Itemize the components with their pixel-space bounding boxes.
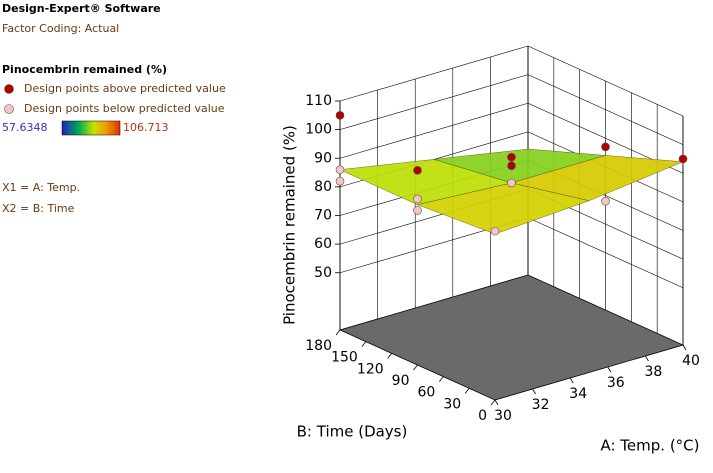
tick-mark — [464, 388, 470, 394]
tick-mark — [569, 377, 574, 384]
z-tick-label: 100 — [305, 122, 332, 138]
y-axis-title: B: Time (Days) — [297, 423, 408, 441]
x-tick-label: 38 — [644, 364, 662, 380]
design-point — [413, 206, 422, 215]
x-tick-label: 40 — [682, 353, 700, 369]
tick-mark — [645, 355, 649, 362]
x-tick-label: 34 — [569, 386, 587, 402]
x-tick-label: 36 — [607, 375, 625, 391]
design-point — [507, 152, 516, 162]
tick-mark — [607, 366, 612, 373]
tick-mark — [361, 341, 367, 347]
x-axis-title: A: Temp. (°C) — [600, 437, 699, 455]
design-point — [601, 196, 610, 206]
z-tick-label: 90 — [314, 150, 332, 166]
design-point — [335, 176, 345, 186]
design-point — [507, 178, 516, 188]
design-point — [490, 226, 500, 236]
colorbar — [61, 120, 121, 136]
design-point — [413, 194, 422, 204]
design-point — [507, 161, 516, 171]
design-point — [335, 111, 345, 120]
y-tick-label: 150 — [331, 350, 358, 366]
design-point — [413, 166, 422, 175]
tick-mark — [494, 399, 499, 406]
legend-marker — [4, 84, 14, 94]
x-tick-label: 32 — [532, 397, 550, 413]
z-tick-label: 70 — [314, 208, 332, 224]
coding: Factor Coding: Actual — [2, 22, 119, 35]
grid-line — [339, 74, 529, 130]
response: Pinocembrin remained (%) — [2, 63, 167, 76]
y-tick-label: 90 — [392, 373, 410, 389]
legend-marker — [4, 104, 14, 114]
colorbar-max: 106.713 — [123, 121, 169, 134]
z-tick-label: 110 — [305, 93, 332, 109]
tick-mark — [490, 399, 496, 406]
tick-mark — [387, 353, 392, 359]
z-tick-label: 50 — [314, 265, 332, 281]
z-axis-title: Pinocembrin remained (%) — [281, 125, 299, 325]
design-point — [335, 165, 345, 174]
tick-mark — [335, 329, 341, 336]
design-point — [678, 154, 688, 164]
design-point — [601, 142, 610, 152]
z-tick-label: 60 — [314, 236, 332, 252]
grid-line — [339, 102, 529, 159]
legend-label: Design points below predicted value — [24, 102, 225, 115]
x-tick-label: 30 — [494, 408, 512, 424]
colorbar-min: 57.6348 — [2, 121, 48, 134]
tick-mark — [682, 344, 687, 351]
tick-mark — [439, 376, 444, 382]
y-tick-label: 60 — [418, 385, 436, 401]
legend-label: Design points above predicted value — [24, 82, 226, 95]
x2: X2 = B: Time — [2, 202, 75, 215]
y-tick-label: 0 — [478, 408, 487, 424]
y-tick-label: 120 — [357, 361, 384, 377]
tick-mark — [413, 364, 418, 371]
y-tick-label: 180 — [305, 338, 332, 354]
tick-mark — [532, 388, 536, 395]
z-tick-label: 80 — [314, 179, 332, 195]
software: Design-Expert® Software — [2, 2, 161, 15]
grid-line — [339, 45, 529, 102]
y-tick-label: 30 — [443, 396, 461, 412]
x1: X1 = A: Temp. — [2, 181, 80, 194]
